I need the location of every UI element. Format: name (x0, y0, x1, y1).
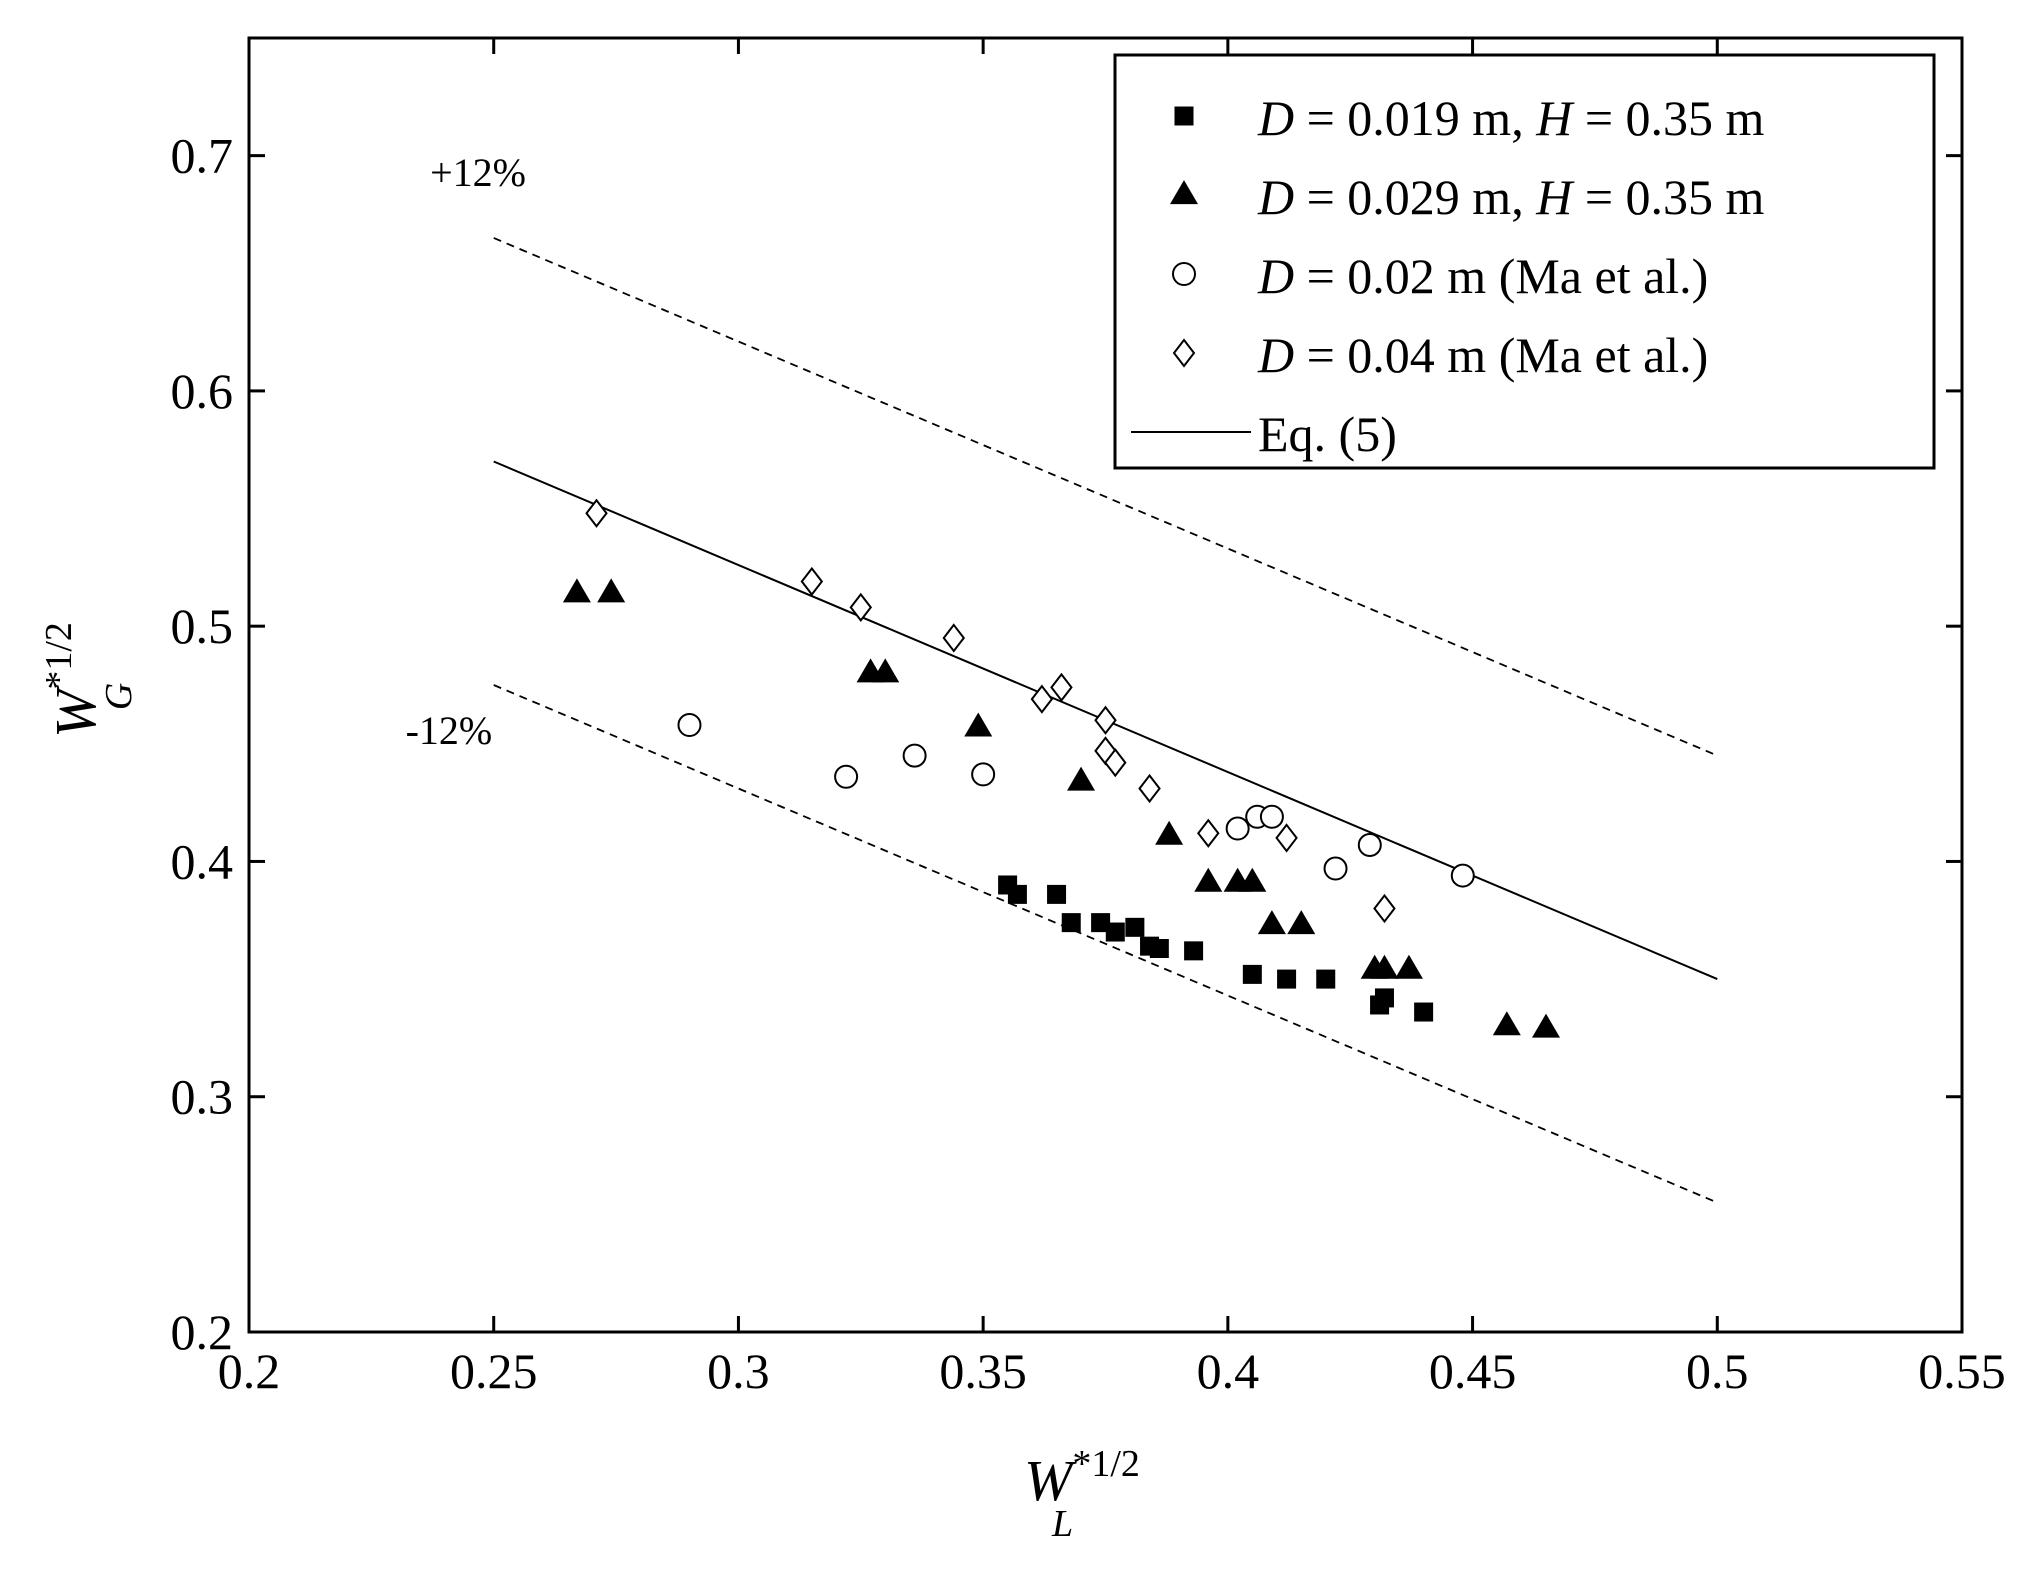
point-ma-d002-circle (971, 762, 996, 787)
legend-box (1113, 53, 1936, 470)
point-ma-d004-diamond (1104, 747, 1127, 778)
point-ma-d004-diamond (1030, 684, 1054, 714)
minus-12-label: -12% (406, 708, 493, 753)
point-ma-d004-diamond (1275, 823, 1298, 853)
point-ma-d002-circle (1450, 863, 1475, 888)
y-axis-title: W*1/2G (38, 622, 140, 738)
point-ma-d002-circle (1323, 856, 1348, 881)
point-d0019-square (1277, 969, 1297, 989)
y-tick-label: 0.3 (171, 1069, 234, 1125)
point-d0029-triangle (1238, 867, 1267, 892)
point-ma-d004-diamond (849, 592, 873, 623)
point-ma-d002-circle (677, 712, 702, 737)
point-ma-d004-diamond (1373, 893, 1396, 924)
point-ma-d004-diamond (1138, 773, 1161, 804)
point-ma-d004-diamond (585, 498, 608, 528)
point-d0029-triangle (1155, 820, 1184, 845)
legend-entry-text: D = 0.04 m (Ma et al.) (1257, 327, 1708, 383)
point-d0029-triangle (1287, 910, 1316, 935)
point-ma-d004-diamond (942, 623, 966, 653)
point-d0019-square (1316, 969, 1336, 989)
point-d0029-triangle (1257, 910, 1286, 935)
point-d0019-square (1149, 939, 1169, 959)
legend-entry-text: D = 0.02 m (Ma et al.) (1257, 248, 1708, 304)
x-tick-label: 0.5 (1686, 1343, 1749, 1399)
markers-layer (562, 498, 1560, 1038)
y-tick-label: 0.4 (171, 833, 234, 889)
point-ma-d004-diamond (1197, 818, 1220, 848)
point-ma-d002-circle (1225, 816, 1250, 841)
legend-entry-text: Eq. (5) (1258, 406, 1397, 462)
point-d0019-square (1184, 941, 1204, 961)
plus-12-bound-line (493, 237, 1718, 757)
x-tick-label: 0.25 (450, 1343, 538, 1399)
x-tick-label: 0.45 (1429, 1343, 1517, 1399)
legend-marker-triangle-filled (1170, 180, 1198, 205)
y-tick-label: 0.6 (171, 363, 234, 419)
point-d0029-triangle (597, 578, 626, 603)
legend-entry-text: D = 0.019 m, H = 0.35 m (1257, 90, 1765, 146)
x-tick-label: 0.2 (218, 1343, 281, 1399)
y-tick-label: 0.7 (171, 128, 234, 184)
point-d0029-triangle (964, 712, 993, 737)
point-ma-d004-diamond (1050, 672, 1073, 702)
annotations-layer: +12% -12% (406, 150, 526, 753)
point-d0019-square (1061, 913, 1081, 933)
point-d0029-triangle (1531, 1013, 1560, 1038)
point-d0019-square (1125, 917, 1145, 937)
point-ma-d002-circle (902, 743, 927, 768)
point-d0029-triangle (1492, 1011, 1521, 1036)
legend: D = 0.019 m, H = 0.35 m D = 0.029 m, H = … (1113, 53, 1936, 470)
point-d0019-square (1091, 913, 1111, 933)
point-d0019-square (1007, 884, 1027, 904)
point-d0029-triangle (562, 578, 591, 603)
legend-marker-square-filled (1174, 106, 1194, 126)
point-ma-d002-circle (834, 764, 859, 789)
point-d0029-triangle (1370, 954, 1399, 979)
point-d0019-square (1374, 988, 1394, 1008)
y-tick-label: 0.2 (171, 1304, 234, 1360)
legend-entry-text: D = 0.029 m, H = 0.35 m (1257, 169, 1765, 225)
minus-12-bound-line (493, 684, 1718, 1204)
x-axis-title: W*1/2 L (1024, 1443, 1140, 1545)
point-ma-d004-diamond (1094, 705, 1117, 735)
x-tick-label: 0.3 (707, 1343, 770, 1399)
point-d0019-square (1414, 1002, 1434, 1022)
point-ma-d004-diamond (800, 566, 824, 597)
point-ma-d002-circle (1259, 804, 1284, 829)
ticks-layer: 0.2 0.25 0.3 0.35 0.4 0.45 0.5 0.55 0.2 0.3 0.4 0.5… (171, 38, 2006, 1399)
point-ma-d002-circle (1357, 832, 1382, 857)
plot-frame (247, 36, 1964, 1334)
point-d0029-triangle (1394, 954, 1423, 979)
point-d0019-square (1242, 964, 1262, 984)
x-tick-label: 0.35 (939, 1343, 1027, 1399)
point-d0019-square (1047, 884, 1067, 904)
point-d0029-triangle (1067, 766, 1096, 791)
x-tick-label: 0.55 (1918, 1343, 2006, 1399)
point-d0019-square (1105, 922, 1125, 942)
axis-titles-layer: W*1/2 L W*1/2G (38, 622, 1140, 1545)
y-tick-label: 0.5 (171, 598, 234, 654)
point-d0029-triangle (1194, 867, 1223, 892)
point-d0029-triangle (871, 658, 900, 683)
legend-marker-diamond-open (1172, 338, 1196, 368)
legend-marker-circle-open (1172, 262, 1196, 286)
x-tick-label: 0.4 (1197, 1343, 1260, 1399)
plus-12-label: +12% (430, 150, 526, 195)
